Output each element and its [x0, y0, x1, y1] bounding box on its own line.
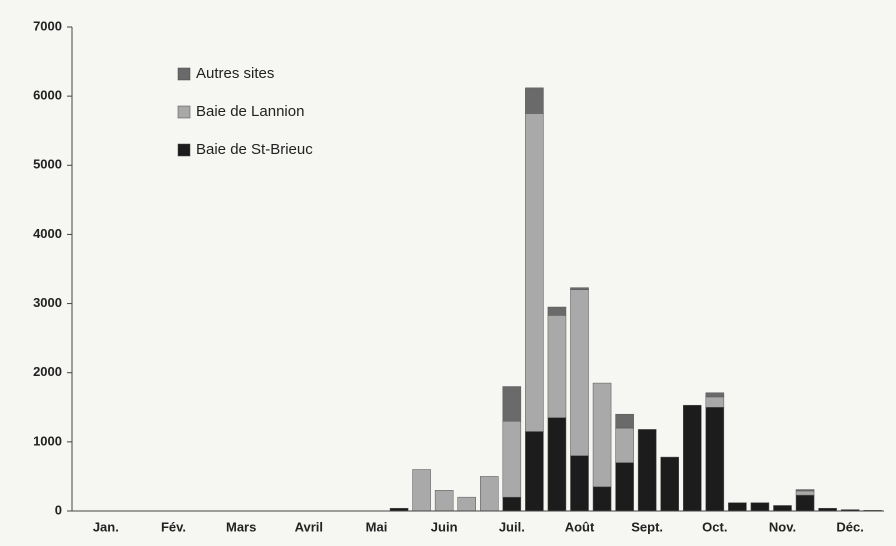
x-tick-label: Sept. — [631, 519, 663, 534]
x-tick-label: Déc. — [836, 519, 863, 534]
x-tick-label: Jan. — [93, 519, 119, 534]
bar-segment — [434, 490, 454, 512]
y-tick-label: 4000 — [33, 226, 62, 241]
bar-segment — [592, 486, 612, 512]
bar-segment — [615, 427, 634, 463]
bar-segment — [502, 420, 522, 498]
x-tick-label: Mars — [226, 519, 256, 534]
x-tick-label: Fév. — [161, 519, 186, 534]
bar-segment — [615, 462, 634, 512]
legend-swatch — [177, 67, 191, 81]
bar-segment — [705, 396, 725, 408]
bar-segment — [525, 431, 544, 512]
bar-segment — [795, 494, 815, 512]
bar-segment — [773, 505, 792, 512]
bar-segment — [547, 315, 567, 418]
bar-segment — [660, 456, 679, 512]
y-tick-label: 3000 — [33, 295, 62, 310]
bar-segment — [705, 407, 725, 512]
bar-segment — [412, 469, 431, 512]
bar-segment — [457, 496, 476, 512]
bar-segment — [547, 306, 567, 316]
x-tick-label: Avril — [295, 519, 323, 534]
bar-segment — [795, 489, 815, 492]
x-tick-label: Juil. — [499, 519, 525, 534]
bar-segment — [525, 87, 544, 114]
y-tick-label: 5000 — [33, 157, 62, 172]
x-tick-label: Mai — [366, 519, 388, 534]
y-tick-label: 0 — [55, 502, 62, 517]
bar-segment — [480, 476, 499, 512]
bar-segment — [683, 404, 702, 512]
bar-segment — [570, 287, 589, 290]
y-tick-label: 2000 — [33, 364, 62, 379]
legend-label: Autres sites — [196, 65, 274, 82]
bar-segment — [728, 502, 747, 512]
y-tick-label: 7000 — [33, 18, 62, 33]
bar-segment — [525, 113, 544, 432]
bar-segment — [705, 392, 725, 398]
legend-swatch — [177, 105, 191, 119]
bar-segment — [750, 502, 770, 512]
bar-segment — [502, 496, 522, 512]
x-tick-label: Août — [565, 519, 595, 534]
bar-segment — [547, 417, 567, 512]
y-tick-label: 1000 — [33, 433, 62, 448]
legend-swatch — [177, 143, 191, 157]
bar-segment — [570, 289, 589, 456]
legend-label: Baie de St-Brieuc — [196, 141, 313, 158]
x-tick-label: Nov. — [769, 519, 796, 534]
bar-segment — [795, 490, 815, 496]
x-tick-label: Juin — [431, 519, 458, 534]
bar-segment — [570, 455, 589, 512]
bar-segment — [502, 386, 522, 422]
x-tick-label: Oct. — [702, 519, 727, 534]
legend-label: Baie de Lannion — [196, 103, 304, 120]
bar-segment — [592, 382, 612, 488]
bar-segment — [615, 413, 634, 429]
bar-segment — [637, 429, 657, 512]
y-tick-label: 6000 — [33, 88, 62, 103]
